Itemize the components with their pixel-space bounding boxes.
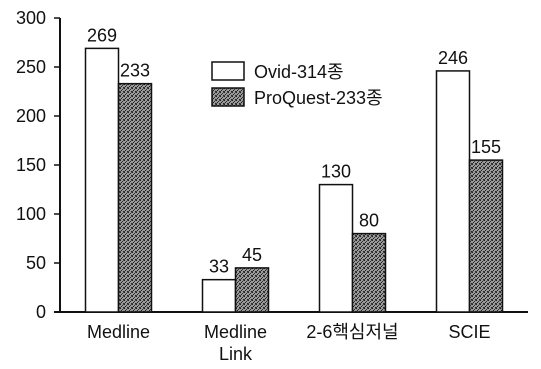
bar-proquest-2 <box>351 232 387 313</box>
bar-proquest-1 <box>234 267 270 313</box>
bar-ovid-0 <box>84 47 120 313</box>
data-label-proquest-3: 155 <box>471 137 501 157</box>
bar-ovid-1 <box>201 278 237 313</box>
y-tick-label-200: 200 <box>16 106 46 126</box>
legend-swatch-1 <box>211 87 245 107</box>
data-label-proquest-1: 45 <box>242 245 262 265</box>
y-tick-label-0: 0 <box>36 302 46 322</box>
bar-proquest-3 <box>468 159 504 313</box>
data-label-proquest-2: 80 <box>359 211 379 231</box>
category-label-2-0: 2-6핵심저널 <box>306 322 398 342</box>
legend-swatch-0 <box>211 61 245 81</box>
legend-label-1: ProQuest-233종 <box>254 88 383 108</box>
data-label-proquest-0: 233 <box>120 61 150 81</box>
data-label-ovid-2: 130 <box>321 162 351 182</box>
category-label-1-1: Link <box>219 344 253 364</box>
labels: 269233Medline3345MedlineLink130802-6핵심저널… <box>87 25 501 364</box>
y-tick-label-50: 50 <box>26 253 46 273</box>
y-tick-label-150: 150 <box>16 155 46 175</box>
y-tick-label-300: 300 <box>16 8 46 28</box>
data-label-ovid-1: 33 <box>209 257 229 277</box>
y-tick-label-100: 100 <box>16 204 46 224</box>
data-label-ovid-0: 269 <box>87 25 117 45</box>
data-label-ovid-3: 246 <box>438 48 468 68</box>
bar-proquest-0 <box>117 82 153 313</box>
category-label-1-0: Medline <box>204 322 267 342</box>
legend-label-0: Ovid-314종 <box>254 62 344 82</box>
bar-ovid-2 <box>318 183 354 313</box>
category-label-0-0: Medline <box>87 322 150 342</box>
bars <box>84 47 504 313</box>
category-label-3-0: SCIE <box>448 322 490 342</box>
legend: Ovid-314종 ProQuest-233종 <box>211 61 383 108</box>
y-tick-label-250: 250 <box>16 57 46 77</box>
bar-ovid-3 <box>435 70 471 313</box>
